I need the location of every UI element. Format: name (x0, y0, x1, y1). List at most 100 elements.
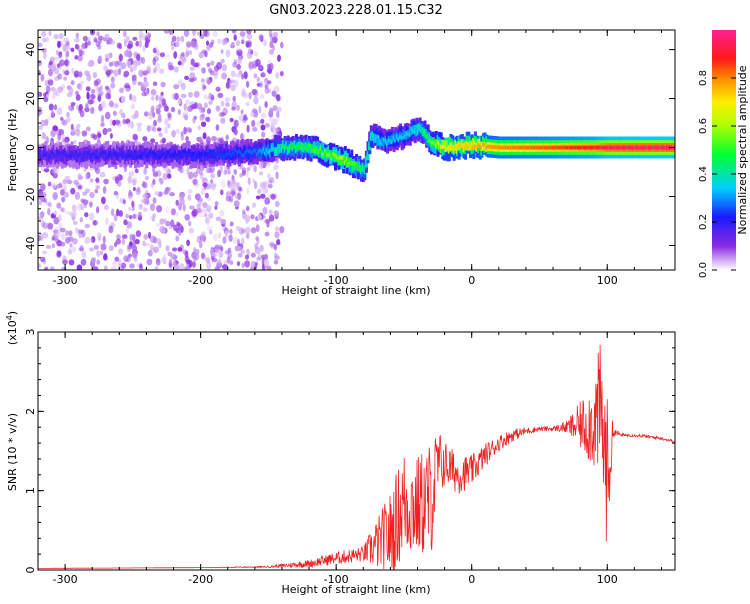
ridge-cell (85, 147, 89, 157)
noise-blob (208, 212, 214, 219)
noise-blob (45, 37, 49, 43)
noise-blob (40, 256, 45, 263)
noise-blob (150, 96, 155, 101)
noise-blob (245, 226, 251, 234)
noise-blob (268, 209, 273, 216)
noise-blob (99, 91, 104, 96)
noise-blob (38, 234, 41, 242)
noise-blob (231, 30, 237, 34)
noise-blob (41, 47, 47, 53)
noise-blob (119, 87, 124, 94)
ridge-cell (129, 154, 133, 159)
noise-blob (155, 258, 161, 266)
ridge-cell (402, 129, 406, 138)
ridge-cell (176, 153, 180, 163)
noise-blob (187, 189, 193, 194)
noise-blob (148, 111, 153, 116)
noise-blob (124, 39, 127, 48)
ridge-cell (304, 146, 308, 151)
noise-blob (75, 128, 81, 137)
noise-blob (238, 70, 243, 75)
ridge-cell (134, 150, 137, 154)
ridge-cell (215, 154, 219, 158)
noise-blob (103, 66, 108, 72)
noise-blob (246, 248, 250, 254)
ridge-cell (120, 154, 124, 159)
noise-blob (217, 232, 222, 239)
ridge-cell (399, 134, 403, 139)
noise-blob (131, 200, 135, 208)
noise-blob (266, 80, 272, 85)
ridge-cell (177, 151, 181, 156)
ridge-cell (189, 150, 193, 154)
noise-blob (74, 55, 79, 60)
noise-blob (228, 234, 233, 242)
ridge-cell (104, 152, 108, 162)
noise-blob (133, 63, 138, 71)
noise-blob (159, 218, 165, 225)
noise-blob (173, 93, 179, 100)
y-tick-label: -20 (24, 188, 37, 206)
ridge-cell (308, 143, 311, 148)
ridge-cell (540, 145, 544, 150)
ridge-cell (220, 154, 224, 158)
noise-blob (64, 58, 70, 67)
noise-blob (259, 64, 263, 70)
noise-blob (38, 60, 42, 67)
ridge-cell (246, 148, 250, 153)
ridge-cell (551, 145, 555, 150)
noise-blob (220, 112, 226, 117)
y-tick-label: 2 (24, 408, 37, 415)
noise-blob (185, 171, 190, 177)
noise-blob (48, 30, 52, 37)
noise-blob (274, 231, 280, 239)
ridge-cell (107, 152, 111, 157)
noise-blob (40, 73, 45, 82)
noise-blob (110, 40, 116, 45)
noise-blob (168, 64, 175, 71)
noise-blob (253, 165, 257, 173)
ridge-cell (311, 148, 315, 153)
noise-blob (39, 213, 43, 219)
x-tick-label: -100 (324, 274, 349, 287)
ridge-cell (257, 149, 261, 154)
noise-blob (121, 112, 126, 119)
ridge-cell (202, 151, 206, 156)
noise-blob (102, 37, 108, 42)
noise-blob (64, 175, 71, 182)
ridge-cell (112, 152, 116, 157)
noise-blob (167, 251, 173, 257)
ridge-cell (220, 146, 224, 156)
noise-blob (57, 73, 63, 80)
ridge-cell (425, 129, 429, 138)
ridge-cell (495, 145, 498, 150)
noise-blob (268, 88, 272, 93)
noise-blob (218, 251, 224, 258)
ridge-cell (199, 151, 202, 161)
noise-blob (196, 235, 202, 244)
ridge-cell (259, 148, 263, 153)
noise-blob (78, 184, 84, 190)
noise-blob (279, 226, 285, 234)
noise-blob (230, 188, 237, 195)
y-tick-label: 40 (24, 43, 37, 57)
noise-blob (212, 30, 218, 37)
noise-blob (186, 263, 190, 268)
noise-blob (263, 259, 270, 267)
ridge-cell (381, 136, 385, 146)
ridge-cell (171, 144, 175, 160)
noise-blob (229, 117, 234, 123)
ridge-cell (249, 147, 253, 163)
ridge-cell (347, 162, 350, 167)
noise-blob (75, 94, 81, 101)
ridge-cell (636, 145, 640, 150)
ridge-cell (332, 152, 336, 156)
noise-blob (144, 200, 150, 206)
noise-blob (191, 103, 197, 110)
noise-blob (242, 92, 249, 99)
noise-blob (187, 194, 192, 201)
ridge-cell (425, 134, 429, 139)
noise-blob (233, 34, 237, 41)
ridge-cell (584, 145, 588, 150)
noise-blob (44, 79, 50, 85)
